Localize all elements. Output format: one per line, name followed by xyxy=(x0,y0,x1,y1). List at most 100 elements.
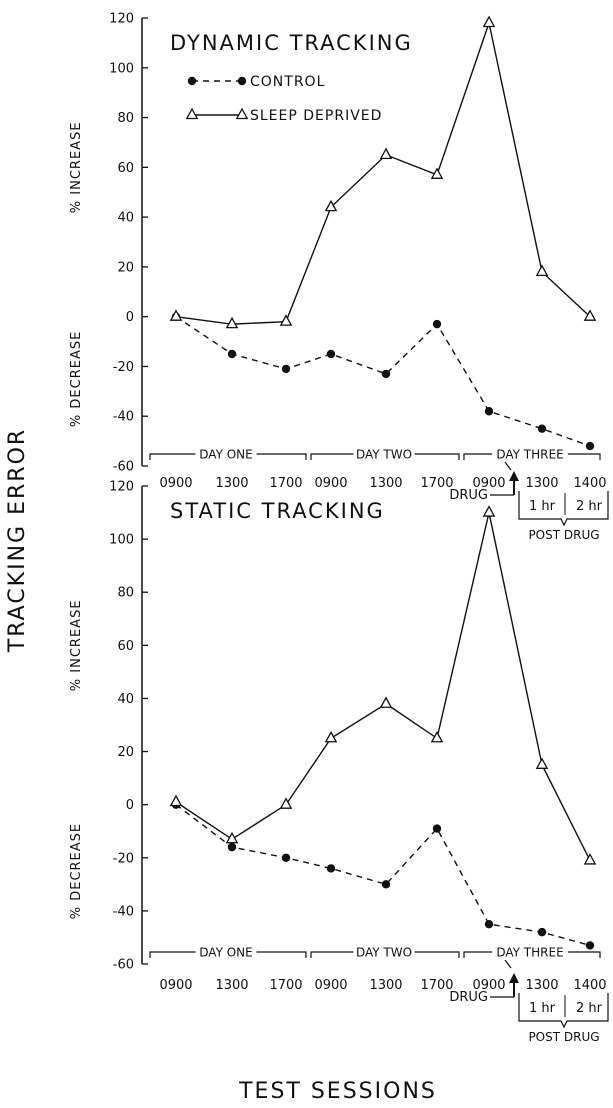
drug-arrow-head xyxy=(509,471,519,481)
day-label-bg xyxy=(492,945,568,958)
day-label-bg xyxy=(353,447,415,460)
control-point xyxy=(381,369,391,379)
x-tick-label: 1300 xyxy=(525,978,558,993)
drug-label: DRUG xyxy=(449,488,488,503)
x-tick-label: 0900 xyxy=(472,476,505,491)
x-tick-label: 1300 xyxy=(525,476,558,491)
sleep-deprived-point xyxy=(324,199,338,212)
control-point xyxy=(432,824,442,833)
day-label: DAY ONE xyxy=(199,448,252,462)
post-drug-1hr-label: 1 hr xyxy=(529,1001,556,1016)
x-tick-label: 1300 xyxy=(215,978,248,993)
sleep-deprived-point xyxy=(379,147,393,160)
series-control xyxy=(171,312,595,451)
chart-panel-2: 120 100 80 60 40 20 0 -20 -40 -60 0900 1300 1700 0900… xyxy=(69,480,609,1044)
sleep-deprived-point xyxy=(482,505,496,517)
y-tick-label: 60 xyxy=(117,639,134,654)
control-point xyxy=(281,853,291,862)
sleep-deprived-point xyxy=(430,167,444,179)
control-point xyxy=(484,919,494,929)
sleep-deprived-point xyxy=(279,314,293,326)
legend-sleep-deprived-label: SLEEP DEPRIVED xyxy=(250,108,382,124)
y-tick-label: 100 xyxy=(109,61,134,76)
legend-sleep-deprived-marker xyxy=(235,107,249,120)
chart-panel-1: 120 100 80 60 40 20 0 -20 -40 -60 0900 1300 1700 0900… xyxy=(69,12,609,542)
post-drug-label: POST DRUG xyxy=(528,1030,599,1044)
day-label: DAY ONE xyxy=(199,946,252,960)
axis-break-mark xyxy=(504,461,512,471)
day-label-bg xyxy=(492,447,568,460)
control-point xyxy=(326,349,336,359)
x-tick-label: 1300 xyxy=(215,476,248,491)
chart-title: DYNAMIC TRACKING xyxy=(170,31,413,55)
day-label: DAY THREE xyxy=(496,946,563,960)
x-tick-label: 1700 xyxy=(420,978,453,993)
shared-x-axis-label: TEST SESSIONS xyxy=(238,1079,437,1104)
y-tick-label: -20 xyxy=(113,360,134,375)
control-point xyxy=(227,349,237,359)
day-label: DAY TWO xyxy=(356,448,412,462)
y-tick-label: 40 xyxy=(117,211,134,226)
shared-y-axis-label: TRACKING ERROR xyxy=(5,428,30,653)
y-tick-label: 120 xyxy=(109,480,134,495)
x-tick-label: 0900 xyxy=(159,978,192,993)
day-label-bg xyxy=(195,945,257,958)
x-tick-label: 1300 xyxy=(369,476,402,491)
drug-arrow-head xyxy=(509,973,519,983)
sleep-deprived-point xyxy=(535,757,549,769)
sleep-deprived-point xyxy=(225,316,239,329)
x-tick-label: 1400 xyxy=(573,978,606,993)
post-drug-2hr-label: 2 hr xyxy=(576,499,603,514)
sleep-deprived-point xyxy=(583,309,597,321)
post-drug-bracket xyxy=(518,993,609,1029)
y-tick-label: -60 xyxy=(113,958,134,973)
legend-control-marker xyxy=(237,76,247,86)
chart-title: STATIC TRACKING xyxy=(170,499,385,523)
control-point xyxy=(326,864,336,873)
sleep-deprived-point xyxy=(225,831,239,844)
sleep-deprived-point xyxy=(535,264,549,277)
control-point xyxy=(585,941,595,950)
y-tick-label: 80 xyxy=(117,111,134,126)
legend: CONTROL SLEEP DEPRIVED xyxy=(185,74,382,124)
day-label: DAY TWO xyxy=(356,946,412,960)
y-tick-label: 0 xyxy=(126,798,134,813)
post-drug-2hr-label: 2 hr xyxy=(576,1001,603,1016)
sleep-deprived-point xyxy=(430,730,444,743)
y-tick-label: 80 xyxy=(117,586,134,601)
control-point xyxy=(432,319,442,329)
post-drug-label: POST DRUG xyxy=(528,528,599,542)
x-tick-label: 1400 xyxy=(573,476,606,491)
series-sleep-deprived xyxy=(169,15,597,329)
y-tick-label: 100 xyxy=(109,533,134,548)
sleep-deprived-line xyxy=(175,20,591,325)
y-axis-label-decrease: % DECREASE xyxy=(69,823,84,919)
x-tick-label: 1300 xyxy=(369,978,402,993)
legend-control-label: CONTROL xyxy=(250,74,325,90)
y-tick-label: 0 xyxy=(126,310,134,325)
x-tick-label: 0900 xyxy=(159,476,192,491)
sleep-deprived-point xyxy=(583,853,597,865)
sleep-deprived-point xyxy=(279,797,293,809)
x-tick-label: 0900 xyxy=(314,476,347,491)
y-axis-label-increase: % INCREASE xyxy=(69,121,84,213)
legend-sleep-deprived-marker xyxy=(185,107,199,120)
y-tick-label: 120 xyxy=(109,12,134,27)
day-label-bg xyxy=(195,447,257,460)
y-tick-label: -40 xyxy=(113,410,134,425)
y-axis-label-decrease: % DECREASE xyxy=(69,331,84,427)
y-tick-label: 60 xyxy=(117,161,134,176)
y-tick-label: -40 xyxy=(113,904,134,919)
post-drug-1hr-label: 1 hr xyxy=(529,499,556,514)
x-tick-label: 1700 xyxy=(269,978,302,993)
control-line xyxy=(175,804,591,947)
sleep-deprived-point xyxy=(324,730,338,743)
control-point xyxy=(281,364,291,374)
drug-label: DRUG xyxy=(449,990,488,1005)
x-tick-label: 0900 xyxy=(472,978,505,993)
sleep-deprived-line xyxy=(175,512,591,861)
sleep-deprived-point xyxy=(379,696,393,708)
sleep-deprived-point xyxy=(482,15,496,28)
sleep-deprived-point xyxy=(169,794,183,807)
